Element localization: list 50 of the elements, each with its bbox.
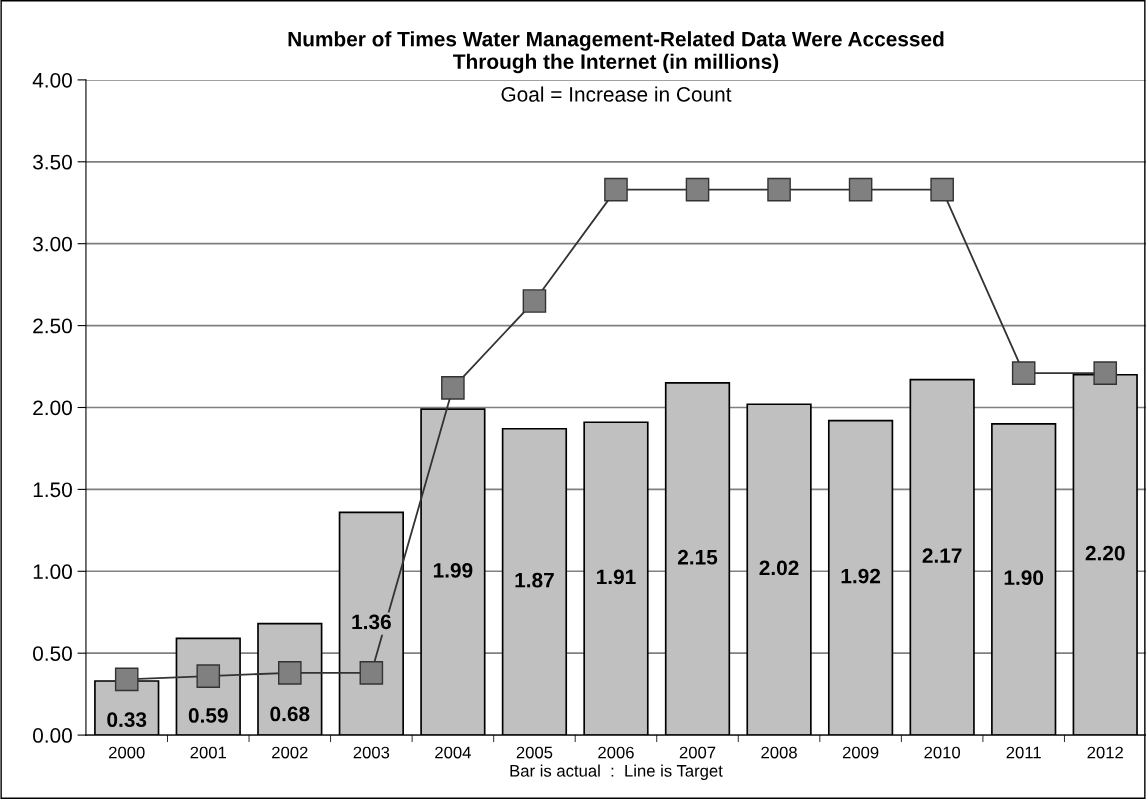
y-tick-label: 0.00: [33, 728, 72, 743]
y-tick-label: 1.50: [33, 482, 72, 498]
x-tick-label: 2004: [435, 746, 471, 759]
y-tick-label: 2.50: [33, 318, 72, 334]
point: [848, 177, 873, 202]
y-tick-label: 3.50: [33, 154, 72, 170]
x-tick-label: 2010: [924, 746, 961, 759]
chart-title: Number of Times Water Management-Related Data Were Accessed Through the Internet (in millions): [288, 31, 944, 74]
point: [1011, 361, 1036, 385]
point: [930, 177, 954, 202]
point: [114, 667, 139, 692]
x-tick-label: 2002: [272, 746, 308, 759]
point: [1093, 361, 1118, 385]
x-tick-label: 2005: [516, 746, 553, 759]
annotation: Goal = Increase in Count: [501, 86, 732, 102]
data-label: 2.17: [922, 548, 962, 563]
data-label: 1.87: [515, 572, 554, 588]
data-label: 1.92: [841, 568, 881, 584]
x-tick-label: 2000: [109, 746, 145, 759]
point: [441, 376, 465, 400]
data-label: 0.59: [188, 708, 228, 723]
point: [767, 177, 791, 202]
point: [277, 661, 302, 685]
data-label: 2.20: [1085, 545, 1125, 561]
x-tick-label: 2006: [598, 746, 634, 759]
point: [604, 177, 628, 202]
y-tick-label: 3.00: [33, 236, 72, 252]
y-tick-label: 2.00: [33, 400, 72, 416]
point: [359, 661, 384, 685]
data-label: 0.33: [107, 712, 147, 728]
point: [685, 177, 710, 202]
point: [522, 289, 547, 313]
y-tick-label: 1.00: [33, 564, 72, 580]
data-label: 0.68: [270, 706, 310, 722]
x-tick-label: 2008: [761, 746, 797, 759]
x-tick-label: 2011: [1006, 746, 1041, 759]
x-tick-label: 2007: [679, 746, 716, 759]
data-label: 2.02: [759, 560, 799, 576]
data-label: 1.99: [433, 562, 473, 578]
x-tick-label: 2003: [353, 746, 390, 759]
x-axis-title: Bar is actual : Line is Target: [510, 764, 723, 781]
x-tick-label: 2001: [190, 746, 226, 759]
x-tick-label: 2012: [1087, 746, 1123, 759]
x-tick-label: 2009: [842, 746, 879, 759]
data-label: 2.15: [677, 549, 718, 565]
data-label: 1.90: [1004, 570, 1044, 586]
data-label: 1.91: [597, 569, 636, 585]
data-label: 1.36: [352, 614, 391, 630]
y-tick-label: 4.00: [32, 72, 72, 88]
y-tick-label: 0.50: [33, 646, 72, 661]
